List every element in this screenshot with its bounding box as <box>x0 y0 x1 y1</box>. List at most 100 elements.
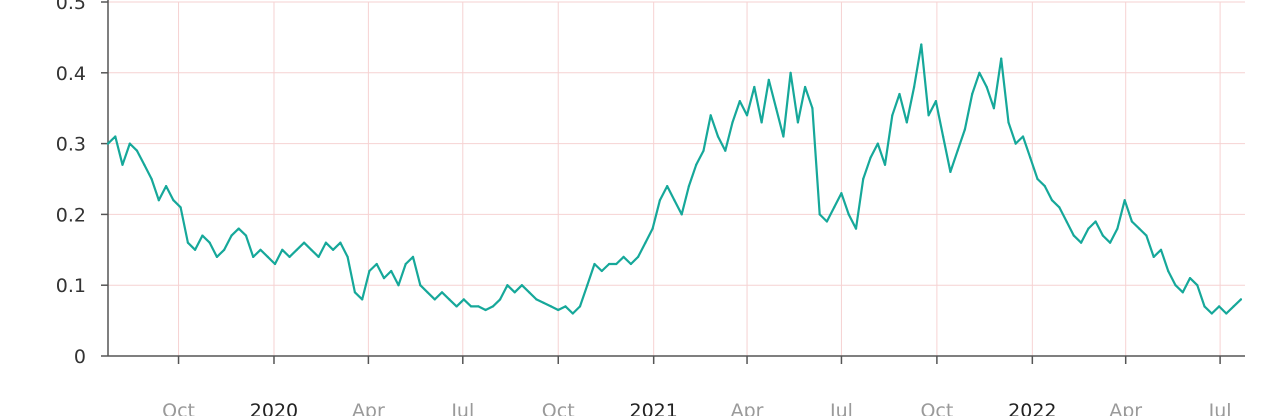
data-point <box>949 170 952 173</box>
data-point <box>1203 305 1206 308</box>
data-point <box>339 241 342 244</box>
data-point <box>840 192 843 195</box>
data-point <box>1014 142 1017 145</box>
data-point <box>288 255 291 258</box>
data-point <box>426 291 429 294</box>
data-point <box>818 213 821 216</box>
data-point <box>528 291 531 294</box>
data-point <box>702 149 705 152</box>
x-tick-label: Oct <box>542 400 575 416</box>
data-point <box>542 301 545 304</box>
y-tick-label: 0.3 <box>56 134 86 156</box>
data-point <box>673 199 676 202</box>
data-point <box>1130 220 1133 223</box>
data-point <box>208 241 211 244</box>
data-point <box>317 255 320 258</box>
data-point <box>368 269 371 273</box>
data-point <box>927 114 930 117</box>
data-point <box>586 284 589 287</box>
data-point <box>978 71 981 74</box>
data-point <box>324 241 327 244</box>
data-point <box>767 78 770 81</box>
data-point <box>956 149 959 152</box>
data-point <box>1072 234 1075 237</box>
data-point <box>455 305 458 308</box>
data-point <box>375 262 378 266</box>
y-tick-label: 0.5 <box>56 0 86 14</box>
data-point <box>390 269 393 273</box>
data-point <box>1188 277 1192 280</box>
data-point <box>448 298 451 301</box>
x-tick-label: Jul <box>450 400 474 416</box>
data-point <box>593 262 596 266</box>
data-point <box>1167 269 1170 273</box>
data-point <box>259 248 262 251</box>
y-tick-label: 0.1 <box>56 275 86 297</box>
data-point <box>963 128 967 131</box>
data-point <box>215 255 218 258</box>
data-point <box>477 305 480 308</box>
x-tick-label: Oct <box>920 400 953 416</box>
series-group <box>106 43 1243 315</box>
data-point <box>1181 291 1184 294</box>
data-point <box>666 185 669 188</box>
data-point <box>637 255 640 258</box>
x-tick-label: Jul <box>829 400 853 416</box>
data-point <box>1138 227 1141 230</box>
data-point <box>745 114 749 117</box>
data-point <box>484 308 487 312</box>
data-point <box>1007 121 1010 124</box>
data-point <box>1196 284 1199 287</box>
data-point <box>470 305 473 308</box>
data-point <box>499 298 502 301</box>
data-point <box>353 291 356 294</box>
data-point <box>201 234 204 237</box>
data-point <box>796 121 800 124</box>
data-point <box>252 255 255 258</box>
data-point <box>608 262 611 266</box>
data-point <box>1152 255 1155 258</box>
data-point <box>913 85 916 89</box>
data-point <box>223 248 226 251</box>
data-point <box>1123 199 1126 202</box>
data-point <box>332 248 335 251</box>
data-point <box>753 85 756 89</box>
data-point <box>114 135 117 138</box>
data-point <box>680 213 683 216</box>
data-point <box>905 121 908 124</box>
x-tick-label: 2020 <box>250 400 298 416</box>
data-point <box>891 114 894 117</box>
data-point <box>789 71 792 74</box>
data-point <box>397 284 400 287</box>
data-point <box>1159 248 1163 251</box>
data-point <box>419 284 422 287</box>
data-point <box>564 305 567 308</box>
data-point <box>491 305 494 308</box>
data-point <box>346 255 349 258</box>
data-point <box>942 135 945 138</box>
data-point <box>934 100 938 103</box>
data-point <box>513 291 516 294</box>
y-tick-label: 0.4 <box>56 63 86 85</box>
data-point <box>1050 199 1054 202</box>
data-point <box>1021 135 1025 138</box>
x-tick-label: Apr <box>352 400 385 416</box>
data-point <box>738 100 741 103</box>
data-point <box>106 142 110 145</box>
data-point <box>549 305 553 308</box>
data-point <box>1043 185 1046 188</box>
grid <box>108 1 1245 356</box>
data-point <box>992 107 996 110</box>
data-point <box>404 262 407 266</box>
data-point <box>1094 220 1097 223</box>
data-point <box>1210 312 1213 315</box>
data-point <box>1232 305 1235 308</box>
data-point <box>165 185 168 188</box>
data-point <box>760 121 763 124</box>
x-tick-label: Oct <box>162 400 195 416</box>
data-point <box>433 298 436 301</box>
data-point <box>1087 227 1090 230</box>
data-point <box>1218 305 1221 308</box>
